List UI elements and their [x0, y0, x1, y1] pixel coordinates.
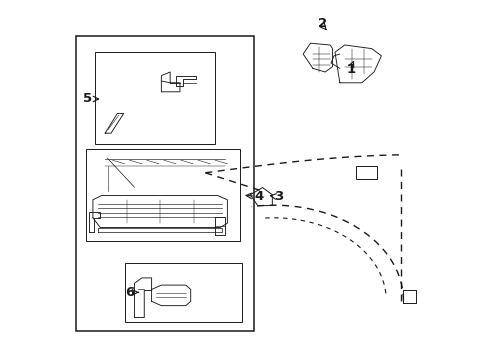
- Bar: [355, 166, 376, 179]
- Text: 5: 5: [83, 93, 92, 105]
- Text: 3: 3: [274, 190, 283, 203]
- Text: 6: 6: [125, 286, 134, 299]
- Bar: [85, 149, 239, 241]
- Text: 1: 1: [346, 63, 355, 76]
- Text: 4: 4: [254, 190, 263, 203]
- Text: 2: 2: [318, 17, 326, 30]
- Bar: [95, 52, 215, 144]
- Bar: [76, 36, 254, 331]
- Bar: [124, 263, 242, 322]
